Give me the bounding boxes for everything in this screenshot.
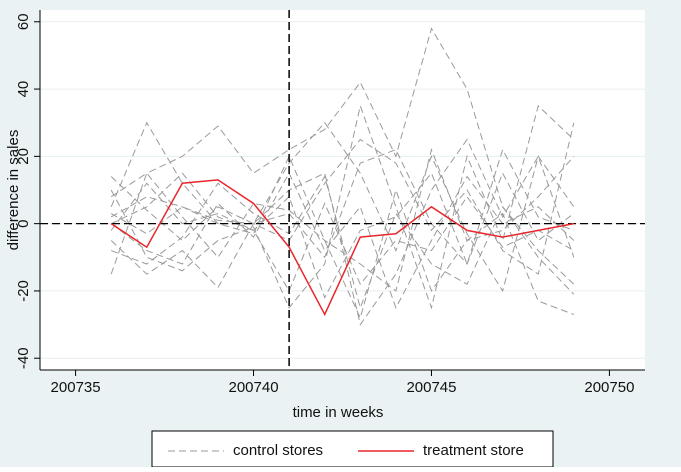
- x-tick-label: 200750: [584, 379, 634, 396]
- y-tick-label: -40: [15, 347, 32, 369]
- series-line: [110, 148, 575, 289]
- series-line: [110, 175, 575, 310]
- series-line: [110, 104, 575, 310]
- y-tick-label: 60: [15, 13, 32, 30]
- y-tick-label: 0: [15, 219, 32, 227]
- x-tick-label: 200735: [51, 379, 101, 396]
- series-line: [110, 172, 575, 293]
- legend-box: [151, 430, 554, 468]
- y-tick-label: 40: [15, 81, 32, 98]
- series-line: [110, 138, 575, 326]
- y-tick-label: -20: [15, 280, 32, 302]
- y-axis-title: difference in sales: [5, 130, 22, 251]
- series-line: [110, 122, 575, 275]
- y-tick-label: 20: [15, 148, 32, 165]
- series-line: [110, 121, 575, 293]
- plot-area: [40, 10, 645, 370]
- series-line: [110, 179, 574, 317]
- legend-label: control stores: [233, 442, 323, 459]
- x-axis-title: time in weeks: [293, 404, 384, 421]
- series-line: [110, 172, 575, 310]
- x-tick-label: 200740: [228, 379, 278, 396]
- series-line: [110, 121, 575, 320]
- series-line: [110, 147, 575, 292]
- legend-label: treatment store: [423, 442, 524, 459]
- x-tick-label: 200745: [406, 379, 456, 396]
